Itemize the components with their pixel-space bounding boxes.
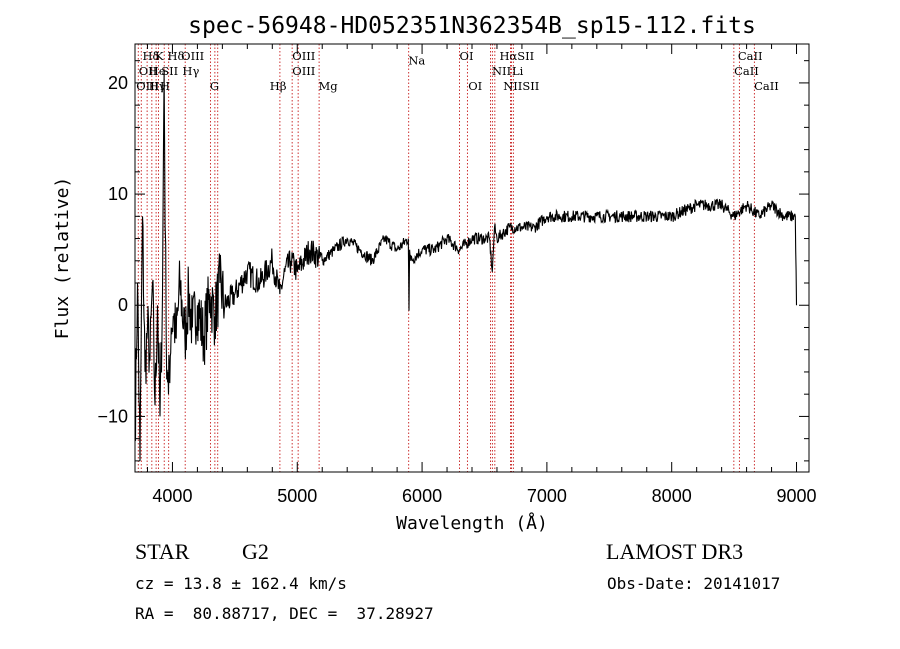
x-tick-label: 4000 xyxy=(152,486,192,506)
line-label-20: Hβ xyxy=(270,79,287,93)
object-subclass: G2 xyxy=(242,539,269,564)
line-label-3: OIII xyxy=(181,49,204,63)
line-label-7: CaII xyxy=(738,49,763,63)
x-tick-label: 8000 xyxy=(652,486,692,506)
observation-date: Obs-Date: 20141017 xyxy=(607,574,780,593)
line-label-23: OI xyxy=(468,79,482,93)
line-label-22: Na xyxy=(408,54,425,68)
object-class: STAR xyxy=(135,539,190,564)
x-tick-label: 5000 xyxy=(277,486,317,506)
axis-ticks: 4000 5000 6000 7000 8000 9000 −10 0 10 20 xyxy=(97,44,817,506)
x-tick-label: 6000 xyxy=(402,486,442,506)
line-label-19: G xyxy=(210,79,219,93)
y-tick-label: 20 xyxy=(108,73,128,93)
x-axis-label: Wavelength (Å) xyxy=(396,512,548,534)
spectral-line-markers xyxy=(137,44,755,472)
plot-frame xyxy=(134,43,810,473)
line-label-21: Mg xyxy=(318,79,338,93)
y-axis-label: Flux (relative) xyxy=(52,177,73,340)
line-label-14: Li xyxy=(512,64,524,78)
coordinates: RA = 80.88717, DEC = 37.28927 xyxy=(135,604,434,623)
x-tick-label: 9000 xyxy=(776,486,816,506)
line-label-24: NIISII xyxy=(503,79,539,93)
line-label-9: He xyxy=(149,64,166,78)
y-tick-label: 0 xyxy=(118,295,128,315)
y-tick-label: 10 xyxy=(108,184,128,204)
line-label-8: OII xyxy=(139,64,158,78)
line-label-25: CaII xyxy=(754,79,779,93)
y-tick-label: −10 xyxy=(97,406,128,426)
x-tick-label: 7000 xyxy=(527,486,567,506)
line-label-1: K xyxy=(155,49,164,63)
survey-name: LAMOST DR3 xyxy=(606,539,743,564)
line-label-5: OI xyxy=(460,49,474,63)
line-label-0: Hδ xyxy=(142,49,159,63)
line-label-2: Hδ xyxy=(167,49,184,63)
line-label-13: NII xyxy=(492,64,511,78)
line-label-17: Hγ xyxy=(149,79,166,93)
flux-series-line xyxy=(134,71,798,461)
line-label-12: OIII xyxy=(292,64,315,78)
line-label-18: H xyxy=(160,79,170,93)
redshift-velocity: cz = 13.8 ± 162.4 km/s xyxy=(135,574,347,593)
line-label-10: SII xyxy=(161,64,178,78)
line-label-15: CaII xyxy=(734,64,759,78)
line-label-4: OIII xyxy=(292,49,315,63)
chart-title: spec-56948-HD052351N362354B_sp15-112.fit… xyxy=(188,13,756,39)
line-label-6: HαSII xyxy=(499,49,534,63)
line-label-11: Hγ xyxy=(182,64,199,78)
